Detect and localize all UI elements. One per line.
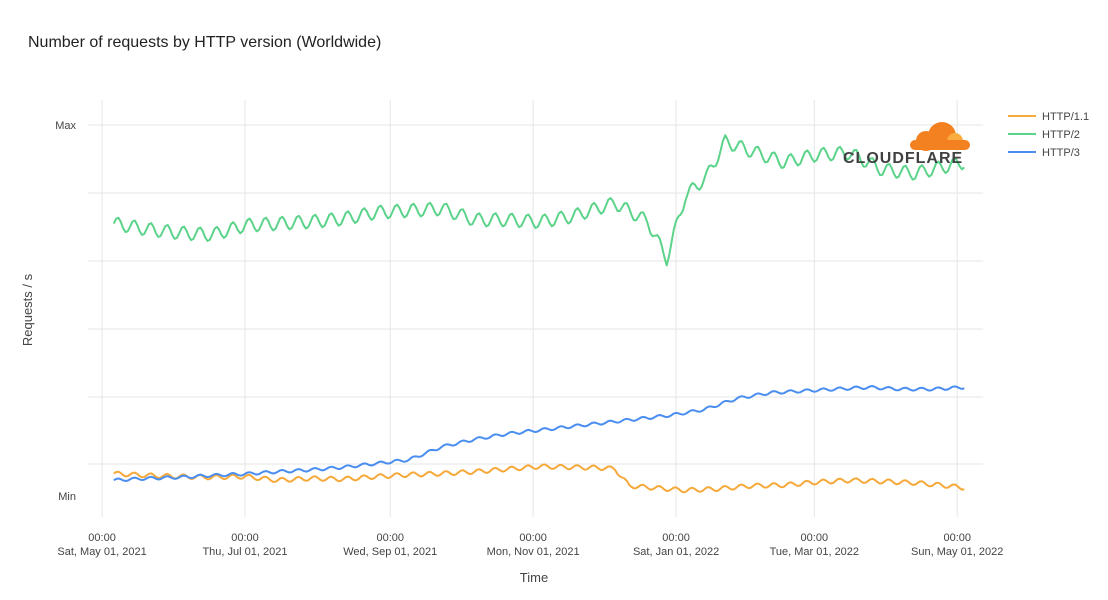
x-tick-date: Sat, May 01, 2021: [57, 546, 146, 558]
cloud-icon: [910, 122, 970, 151]
x-tick-time: 00:00: [519, 532, 547, 544]
cloudflare-logo: CLOUDFLARE: [843, 122, 970, 167]
x-tick-time: 00:00: [231, 532, 259, 544]
legend-label: HTTP/2: [1042, 129, 1080, 141]
x-tick-time: 00:00: [662, 532, 690, 544]
x-tick-date: Sat, Jan 01, 2022: [633, 546, 719, 558]
y-tick-max: Max: [55, 120, 76, 132]
x-tick-time: 00:00: [943, 532, 971, 544]
x-tick-time: 00:00: [801, 532, 829, 544]
x-tick-date: Mon, Nov 01, 2021: [487, 546, 580, 558]
series-lines[interactable]: [112, 134, 965, 494]
cloudflare-logo-text: CLOUDFLARE: [843, 150, 963, 167]
x-tick-date: Wed, Sep 01, 2021: [343, 546, 437, 558]
y-axis-ticks: Max Min: [55, 120, 76, 503]
vertical-grid: [101, 100, 958, 517]
legend-label: HTTP/3: [1042, 147, 1080, 159]
chart-title: Number of requests by HTTP version (Worl…: [28, 34, 382, 51]
x-tick-date: Sun, May 01, 2022: [911, 546, 1003, 558]
legend-item-http-3[interactable]: HTTP/3: [1008, 147, 1080, 159]
series-line-http-3[interactable]: [113, 385, 965, 482]
x-axis-title: Time: [520, 570, 548, 585]
x-tick-time: 00:00: [88, 532, 116, 544]
series-line-http-2[interactable]: [112, 134, 965, 267]
series-line-http-1-1[interactable]: [113, 463, 965, 494]
x-axis-ticks: 00:00 Sat, May 01, 2021 00:00 Thu, Jul 01, …: [57, 532, 1003, 558]
horizontal-grid: [88, 124, 983, 465]
y-axis-title: Requests / s: [20, 273, 35, 346]
x-tick-time: 00:00: [376, 532, 404, 544]
legend-item-http-1-1[interactable]: HTTP/1.1: [1008, 111, 1089, 123]
x-tick-date: Tue, Mar 01, 2022: [770, 546, 859, 558]
legend-item-http-2[interactable]: HTTP/2: [1008, 129, 1080, 141]
legend[interactable]: HTTP/1.1 HTTP/2 HTTP/3: [1008, 111, 1089, 159]
y-tick-min: Min: [58, 491, 76, 503]
legend-label: HTTP/1.1: [1042, 111, 1089, 123]
x-tick-date: Thu, Jul 01, 2021: [202, 546, 287, 558]
